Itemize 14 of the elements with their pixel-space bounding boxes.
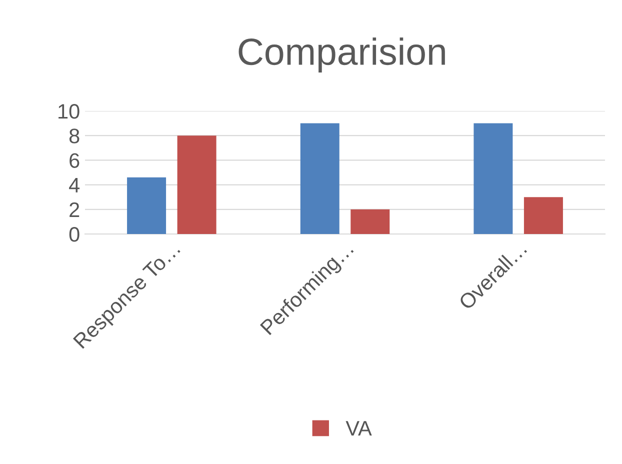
legend-label: VA [346,421,372,436]
y-tick-label: 2 [70,202,80,217]
chart-title: Comparision [238,38,445,72]
bar [524,197,563,234]
y-tick-label: 6 [70,153,80,168]
y-tick-label: 10 [58,104,80,119]
bar [300,123,340,234]
bar [127,177,166,234]
y-tick-label: 0 [69,227,80,242]
y-tick-label: 8 [69,128,80,144]
bar [474,123,513,234]
bar [350,209,390,234]
y-tick-label: 4 [69,178,80,192]
bar [177,136,216,234]
